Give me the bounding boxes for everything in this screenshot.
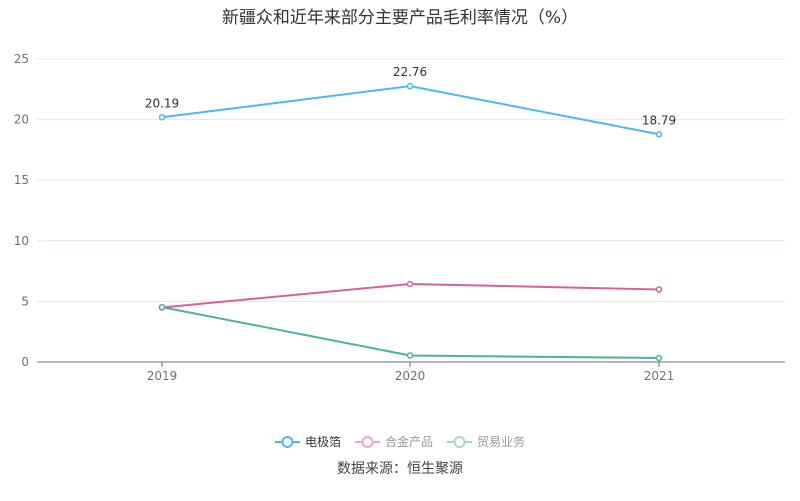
legend-item[interactable]: 贸易业务 [447,433,525,450]
data-point [655,286,663,293]
y-tick-label: 25 [14,52,29,66]
data-label: 18.79 [642,113,676,127]
series-line [161,85,660,136]
data-point [158,114,166,121]
legend: 电极箔 合金产品 贸易业务 [0,433,800,450]
series-line [161,282,660,309]
legend-line-circle-icon [447,435,472,448]
y-tick-label: 15 [14,173,29,187]
y-tick-label: 0 [21,355,29,369]
y-tick-label: 10 [14,234,29,248]
x-tick-label: 2019 [147,369,178,383]
data-point [406,82,414,90]
data-point [655,131,663,138]
chart-title: 新疆众和近年来部分主要产品毛利率情况（%） [221,8,579,28]
x-tick-label: 2020 [395,369,426,383]
source-text: 数据来源：恒生聚源 [337,461,463,477]
x-tick-label: 2021 [644,369,675,383]
legend-item[interactable]: 电极箔 [274,433,341,450]
y-tick-label: 5 [21,294,29,308]
legend-label: 贸易业务 [477,435,526,449]
legend-item[interactable]: 合金产品 [354,433,433,450]
legend-label: 合金产品 [384,435,433,449]
data-point [406,280,414,288]
series-line [161,306,660,360]
data-point [655,354,663,362]
data-label: 22.76 [393,65,427,79]
legend-label: 电极箔 [304,435,341,449]
legend-line-circle-icon [354,435,380,448]
legend-line-circle-icon [274,435,300,448]
data-label: 20.19 [145,96,179,110]
data-point [158,303,166,311]
y-tick-label: 20 [14,113,29,127]
data-point [406,352,414,359]
